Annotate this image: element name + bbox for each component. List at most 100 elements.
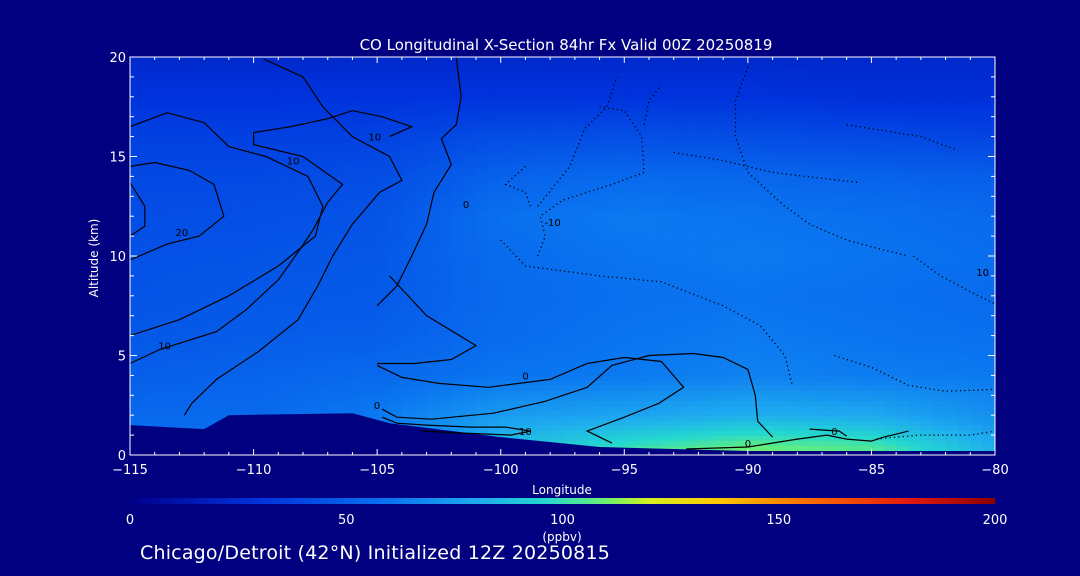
field-cell (661, 146, 675, 153)
field-cell (957, 246, 971, 252)
field-cell (426, 370, 440, 376)
field-cell (216, 410, 230, 416)
field-cell (735, 121, 749, 128)
field-cell (228, 335, 242, 342)
field-cell (340, 186, 354, 192)
field-cell (649, 106, 662, 113)
field-cell (587, 400, 601, 406)
field-cell (822, 365, 835, 372)
field-cell (649, 136, 662, 143)
field-cell (636, 355, 650, 362)
field-cell (513, 121, 527, 128)
field-cell (624, 101, 638, 108)
field-cell (599, 181, 613, 187)
field-cell (834, 171, 848, 178)
field-cell (191, 236, 205, 242)
field-cell (710, 106, 724, 113)
field-cell (797, 201, 811, 207)
field-cell (488, 430, 502, 436)
field-cell (673, 305, 687, 312)
field-cell (377, 166, 391, 173)
field-cell (859, 241, 873, 247)
field-cell (970, 256, 984, 262)
field-cell (636, 430, 650, 436)
field-cell (154, 410, 168, 416)
field-cell (933, 440, 947, 446)
field-cell (537, 231, 551, 237)
field-cell (191, 370, 205, 376)
field-cell (241, 161, 255, 168)
field-cell (871, 256, 885, 262)
field-cell (908, 310, 922, 317)
field-cell (710, 231, 724, 237)
field-cell (463, 400, 477, 406)
field-cell (327, 340, 341, 347)
field-cell (649, 201, 662, 207)
field-cell (179, 256, 193, 262)
field-cell (278, 241, 292, 247)
field-cell (389, 410, 403, 416)
field-cell (228, 236, 242, 242)
field-cell (710, 390, 724, 396)
field-cell (859, 330, 873, 337)
field-cell (723, 325, 737, 332)
field-cell (809, 405, 823, 411)
field-cell (216, 106, 230, 113)
field-cell (673, 295, 687, 302)
field-cell (587, 206, 601, 212)
field-cell (191, 151, 205, 158)
field-cell (920, 161, 934, 168)
field-cell (574, 425, 588, 431)
field-cell (945, 106, 959, 113)
field-cell (438, 355, 452, 362)
field-cell (710, 380, 724, 386)
field-cell (241, 191, 255, 197)
field-cell (488, 241, 502, 247)
field-cell (401, 265, 415, 272)
field-cell (352, 295, 366, 302)
field-cell (463, 265, 477, 272)
field-cell (488, 405, 502, 411)
field-cell (673, 161, 687, 168)
field-cell (723, 335, 737, 342)
field-cell (822, 116, 835, 123)
field-cell (574, 440, 588, 446)
field-cell (772, 445, 786, 451)
field-cell (982, 146, 995, 153)
field-cell (982, 270, 995, 277)
field-cell (167, 251, 181, 257)
field-cell (364, 176, 378, 182)
field-cell (303, 330, 316, 337)
field-cell (389, 106, 403, 113)
field-cell (587, 430, 601, 436)
field-cell (426, 236, 440, 242)
field-cell (908, 370, 922, 376)
field-cell (945, 425, 959, 431)
field-cell (290, 375, 304, 381)
field-cell (340, 251, 354, 257)
field-cell (513, 425, 527, 431)
field-cell (809, 201, 823, 207)
field-cell (661, 400, 675, 406)
field-cell (883, 290, 897, 297)
field-cell (352, 106, 366, 113)
field-cell (327, 146, 341, 153)
field-cell (265, 206, 279, 212)
field-cell (167, 420, 181, 426)
field-cell (377, 270, 391, 277)
field-cell (661, 201, 675, 207)
field-cell (525, 126, 539, 133)
field-cell (426, 151, 440, 158)
field-cell (204, 370, 218, 376)
field-cell (846, 191, 860, 197)
field-cell (920, 251, 934, 257)
field-cell (303, 270, 316, 277)
field-cell (476, 171, 489, 178)
field-cell (933, 211, 947, 217)
field-cell (352, 146, 366, 153)
field-cell (747, 146, 761, 153)
field-cell (562, 186, 576, 192)
field-cell (179, 265, 193, 272)
field-cell (723, 116, 737, 123)
field-cell (204, 360, 218, 367)
